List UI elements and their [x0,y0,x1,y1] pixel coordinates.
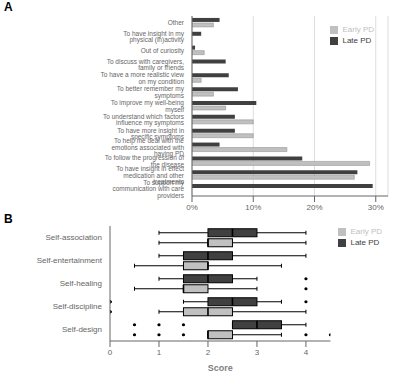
svg-text:Self-association: Self-association [46,233,102,242]
svg-text:4: 4 [304,348,309,357]
svg-text:0: 0 [108,348,113,357]
svg-text:To understand which factorsinf: To understand which factorsinfluence my … [103,113,185,128]
svg-text:Self-design: Self-design [62,325,102,334]
svg-text:To support mycommunication wit: To support mycommunication with careprov… [112,179,184,200]
svg-text:2: 2 [206,348,211,357]
svg-text:To discuss with caregivers,fam: To discuss with caregivers,family or fri… [107,58,185,73]
svg-text:Self-discipline: Self-discipline [53,302,103,311]
svg-text:Out of curiosity: Out of curiosity [141,47,185,55]
svg-text:20%: 20% [306,203,322,212]
svg-text:To better remember mysymptoms: To better remember mysymptoms [117,85,185,100]
svg-text:Other: Other [168,19,185,26]
svg-text:To have insight in effectmedic: To have insight in effectmedication and … [116,165,185,185]
svg-text:3: 3 [255,348,260,357]
svg-text:1: 1 [157,348,162,357]
svg-text:To have more insight inspecifi: To have more insight inspecific symptoms [117,127,185,142]
svg-text:Score: Score [208,363,233,373]
svg-text:To improve my well-beingmyself: To improve my well-beingmyself [111,99,185,114]
svg-text:30%: 30% [368,203,384,212]
svg-text:0%: 0% [186,203,198,212]
svg-text:Self-healing: Self-healing [60,279,102,288]
svg-text:10%: 10% [245,203,261,212]
svg-text:To have insight in myphysical: To have insight in myphysical (in)activi… [123,30,184,45]
svg-text:To help me deal with theemotio: To help me deal with theemotions associa… [111,137,184,158]
svg-text:Self-entertainment: Self-entertainment [37,256,103,265]
svg-text:To have a more realistic viewo: To have a more realistic viewon my condi… [101,71,185,86]
